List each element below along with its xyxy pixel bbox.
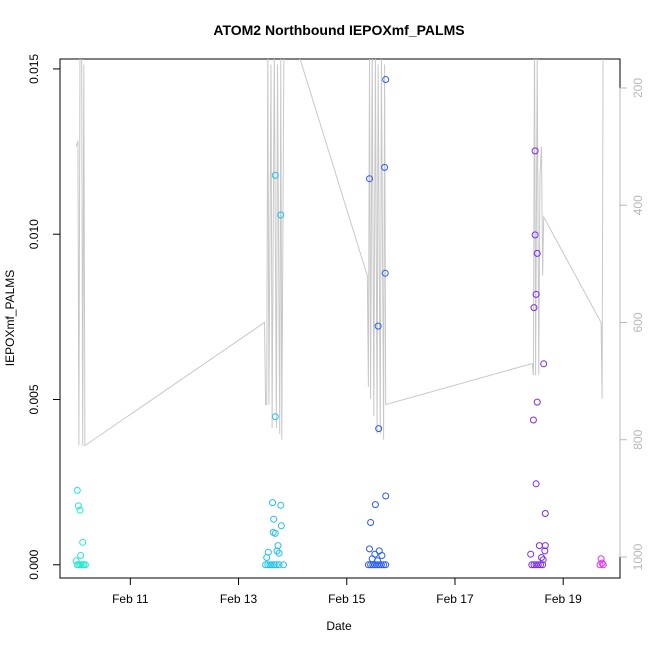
y-tick-label: 0.005 (27, 384, 41, 414)
data-point (274, 542, 282, 550)
data-point (73, 486, 81, 494)
data-point (263, 554, 271, 561)
right-tick-label: 800 (631, 429, 645, 449)
data-point (533, 249, 541, 257)
data-point (531, 147, 539, 155)
right-axis: 200 400 600 800 1000 (619, 78, 645, 570)
data-point (540, 360, 548, 368)
data-point (537, 561, 544, 569)
data-point (532, 480, 540, 488)
data-point (272, 561, 280, 569)
data-point (596, 561, 604, 569)
data-point (541, 547, 549, 555)
data-point (374, 322, 382, 330)
x-tick-label: Feb 11 (112, 592, 149, 606)
right-tick-label: 200 (631, 78, 645, 98)
scatter-points (72, 76, 607, 569)
data-point (366, 545, 373, 553)
data-point (381, 269, 389, 277)
data-point (76, 506, 84, 514)
y-tick-label: 0.015 (27, 54, 41, 84)
data-point (382, 492, 390, 500)
x-tick-label: Feb 15 (328, 592, 366, 606)
x-tick-label: Feb 19 (545, 592, 583, 606)
data-point (269, 499, 277, 507)
right-tick-label: 600 (631, 312, 645, 332)
y-axis-label: IEPOXmf_PALMS (3, 270, 17, 366)
data-point (367, 519, 375, 526)
data-point (377, 561, 385, 569)
data-point (535, 542, 543, 550)
data-point (366, 175, 373, 183)
data-point (532, 290, 540, 298)
right-tick-label: 400 (631, 195, 645, 215)
data-point (382, 76, 390, 83)
data-point (539, 561, 547, 569)
data-point (271, 413, 279, 421)
data-point (598, 559, 606, 567)
data-point (271, 171, 279, 179)
data-point (275, 561, 283, 569)
data-point (375, 425, 383, 433)
y-tick-label: 0.010 (27, 219, 41, 249)
data-point (280, 561, 287, 569)
data-point (81, 561, 89, 569)
data-point (530, 304, 538, 312)
chart-title: ATOM2 Northbound IEPOXmf_PALMS (213, 22, 464, 38)
data-point (541, 510, 549, 517)
secondary-series-polyline (75, 59, 604, 447)
data-point (270, 515, 278, 523)
data-point (534, 561, 542, 569)
data-point (270, 561, 278, 569)
data-point (277, 211, 285, 219)
y-axis: 0.000 0.005 0.010 0.015 (27, 54, 60, 580)
data-point (527, 550, 535, 558)
secondary-series-line (75, 59, 604, 447)
data-point (277, 501, 285, 509)
data-point (371, 501, 379, 509)
data-point (529, 416, 537, 424)
data-point (381, 163, 389, 171)
data-point (275, 549, 283, 557)
data-point (380, 561, 388, 569)
data-point (74, 502, 82, 510)
data-point (378, 552, 386, 559)
data-point (268, 561, 276, 569)
data-point (271, 529, 279, 537)
y-tick-label: 0.000 (27, 549, 41, 579)
data-point (79, 538, 87, 546)
x-tick-label: Feb 17 (436, 592, 474, 606)
data-point (531, 231, 539, 239)
data-point (382, 561, 390, 569)
data-point (597, 555, 605, 563)
data-point (277, 522, 285, 530)
x-axis-label: Date (326, 619, 352, 633)
x-axis: Feb 11 Feb 13 Feb 15 Feb 17 Feb 19 (112, 578, 582, 606)
data-point (533, 398, 541, 406)
data-point (541, 542, 549, 550)
data-point (273, 547, 281, 555)
data-point (77, 552, 85, 559)
right-tick-label: 1000 (631, 543, 645, 570)
data-point (599, 561, 607, 569)
x-tick-label: Feb 13 (220, 592, 258, 606)
